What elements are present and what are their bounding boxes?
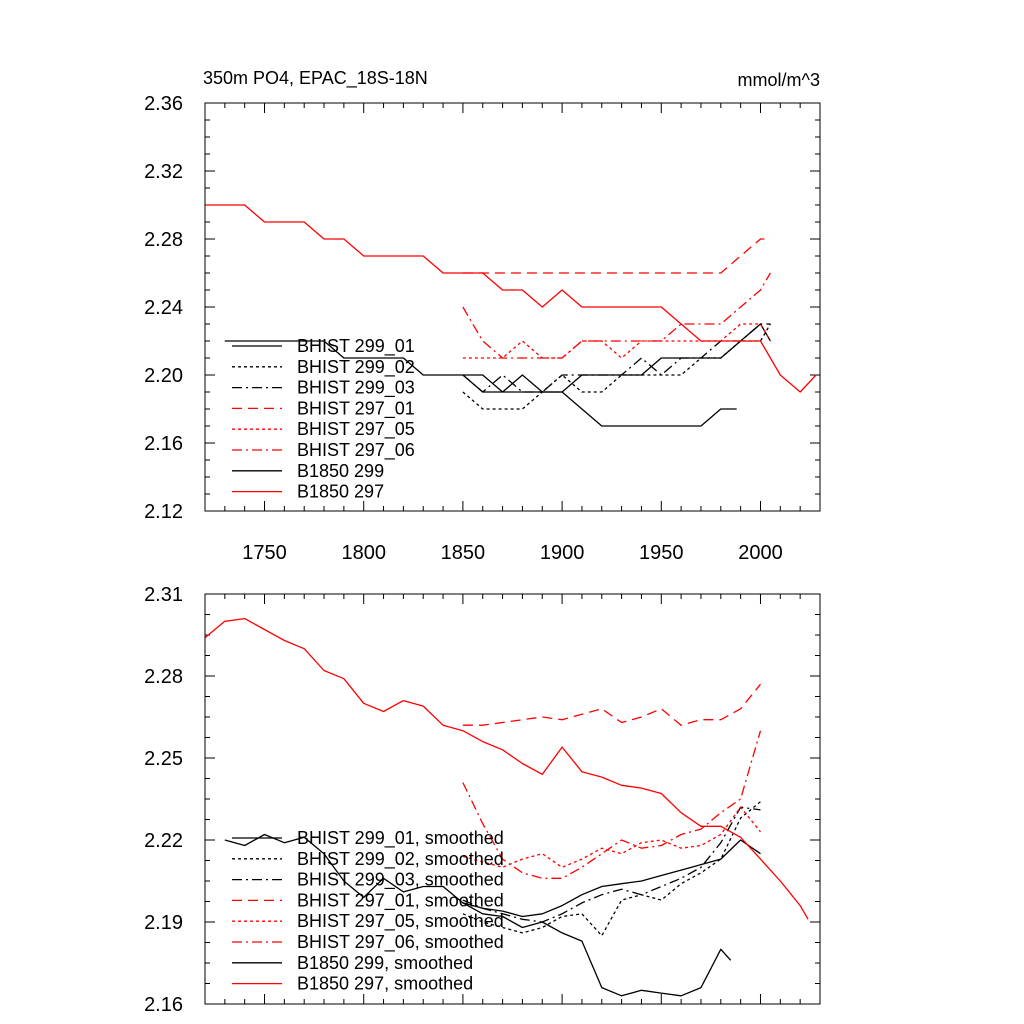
series-line-3 bbox=[462, 683, 762, 726]
x-tick-label: 1900 bbox=[540, 542, 585, 564]
legend-label-6: B1850 299, smoothed bbox=[297, 953, 473, 973]
top-panel-tick-labels: 1750 1800 1850 1900 1950 2000 2.12 2.16 2.20 2.24… bbox=[144, 93, 783, 564]
legend-label-0: BHIST 299_01 bbox=[297, 336, 415, 357]
legend-label-1: BHIST 299_02, smoothed bbox=[297, 849, 504, 870]
y-tick-label: 2.16 bbox=[144, 433, 183, 455]
legend-label-6: B1850 299 bbox=[297, 461, 384, 481]
y-tick-label: 2.16 bbox=[144, 994, 183, 1016]
top-panel: 350m PO4, EPAC_18S-18N mmol/m^3 1750 1800… bbox=[144, 68, 821, 564]
y-tick-label: 2.36 bbox=[144, 93, 183, 115]
series-line-3 bbox=[462, 238, 771, 274]
y-tick-label: 2.19 bbox=[144, 912, 183, 934]
series-line-1 bbox=[462, 323, 771, 410]
bottom-panel-series bbox=[204, 617, 809, 997]
series-line-2 bbox=[462, 323, 771, 393]
top-panel-frame bbox=[204, 102, 821, 512]
top-panel-series bbox=[205, 204, 817, 427]
legend-label-7: B1850 297, smoothed bbox=[297, 974, 473, 994]
bottom-panel: 2.16 2.19 2.22 2.25 2.28 2.31 BHIST 299_01, s… bbox=[144, 584, 821, 1016]
legend-label-3: BHIST 297_01, smoothed bbox=[297, 890, 504, 911]
top-panel-units: mmol/m^3 bbox=[738, 70, 820, 90]
series-line-7 bbox=[204, 617, 809, 920]
legend-label-5: BHIST 297_06 bbox=[297, 440, 415, 461]
series-line-6 bbox=[224, 340, 737, 427]
legend-label-4: BHIST 297_05 bbox=[297, 419, 415, 440]
y-tick-label: 2.24 bbox=[144, 297, 183, 319]
top-panel-title: 350m PO4, EPAC_18S-18N bbox=[203, 68, 428, 89]
legend-label-1: BHIST 299_02 bbox=[297, 357, 415, 378]
y-tick-label: 2.22 bbox=[144, 830, 183, 852]
series-line-2 bbox=[462, 806, 761, 923]
series-line-1 bbox=[462, 801, 761, 937]
bottom-panel-frame bbox=[204, 593, 821, 1005]
legend-label-0: BHIST 299_01, smoothed bbox=[297, 828, 504, 849]
x-tick-label: 1850 bbox=[441, 542, 486, 564]
series-line-0 bbox=[462, 323, 771, 393]
y-tick-label: 2.20 bbox=[144, 365, 183, 387]
legend-label-2: BHIST 299_03 bbox=[297, 378, 415, 399]
y-tick-label: 2.12 bbox=[144, 501, 183, 523]
x-tick-label: 1750 bbox=[242, 542, 287, 564]
legend-label-3: BHIST 297_01 bbox=[297, 398, 415, 419]
series-line-0 bbox=[462, 839, 761, 918]
legend-label-5: BHIST 297_06, smoothed bbox=[297, 932, 504, 953]
series-line-7 bbox=[205, 204, 817, 393]
legend-label-4: BHIST 297_05, smoothed bbox=[297, 911, 504, 932]
x-tick-label: 2000 bbox=[738, 542, 783, 564]
series-line-5 bbox=[462, 730, 762, 879]
legend-label-2: BHIST 299_03, smoothed bbox=[297, 870, 504, 891]
x-tick-label: 1800 bbox=[341, 542, 386, 564]
y-tick-label: 2.28 bbox=[144, 229, 183, 251]
y-tick-label: 2.31 bbox=[144, 584, 183, 606]
y-tick-label: 2.32 bbox=[144, 161, 183, 183]
y-tick-label: 2.28 bbox=[144, 666, 183, 688]
bottom-panel-tick-labels: 2.16 2.19 2.22 2.25 2.28 2.31 bbox=[144, 584, 183, 1016]
x-tick-label: 1950 bbox=[639, 542, 684, 564]
series-line-5 bbox=[462, 272, 771, 359]
y-tick-label: 2.25 bbox=[144, 748, 183, 770]
series-line-6 bbox=[224, 833, 732, 997]
legend-label-7: B1850 297 bbox=[297, 482, 384, 502]
